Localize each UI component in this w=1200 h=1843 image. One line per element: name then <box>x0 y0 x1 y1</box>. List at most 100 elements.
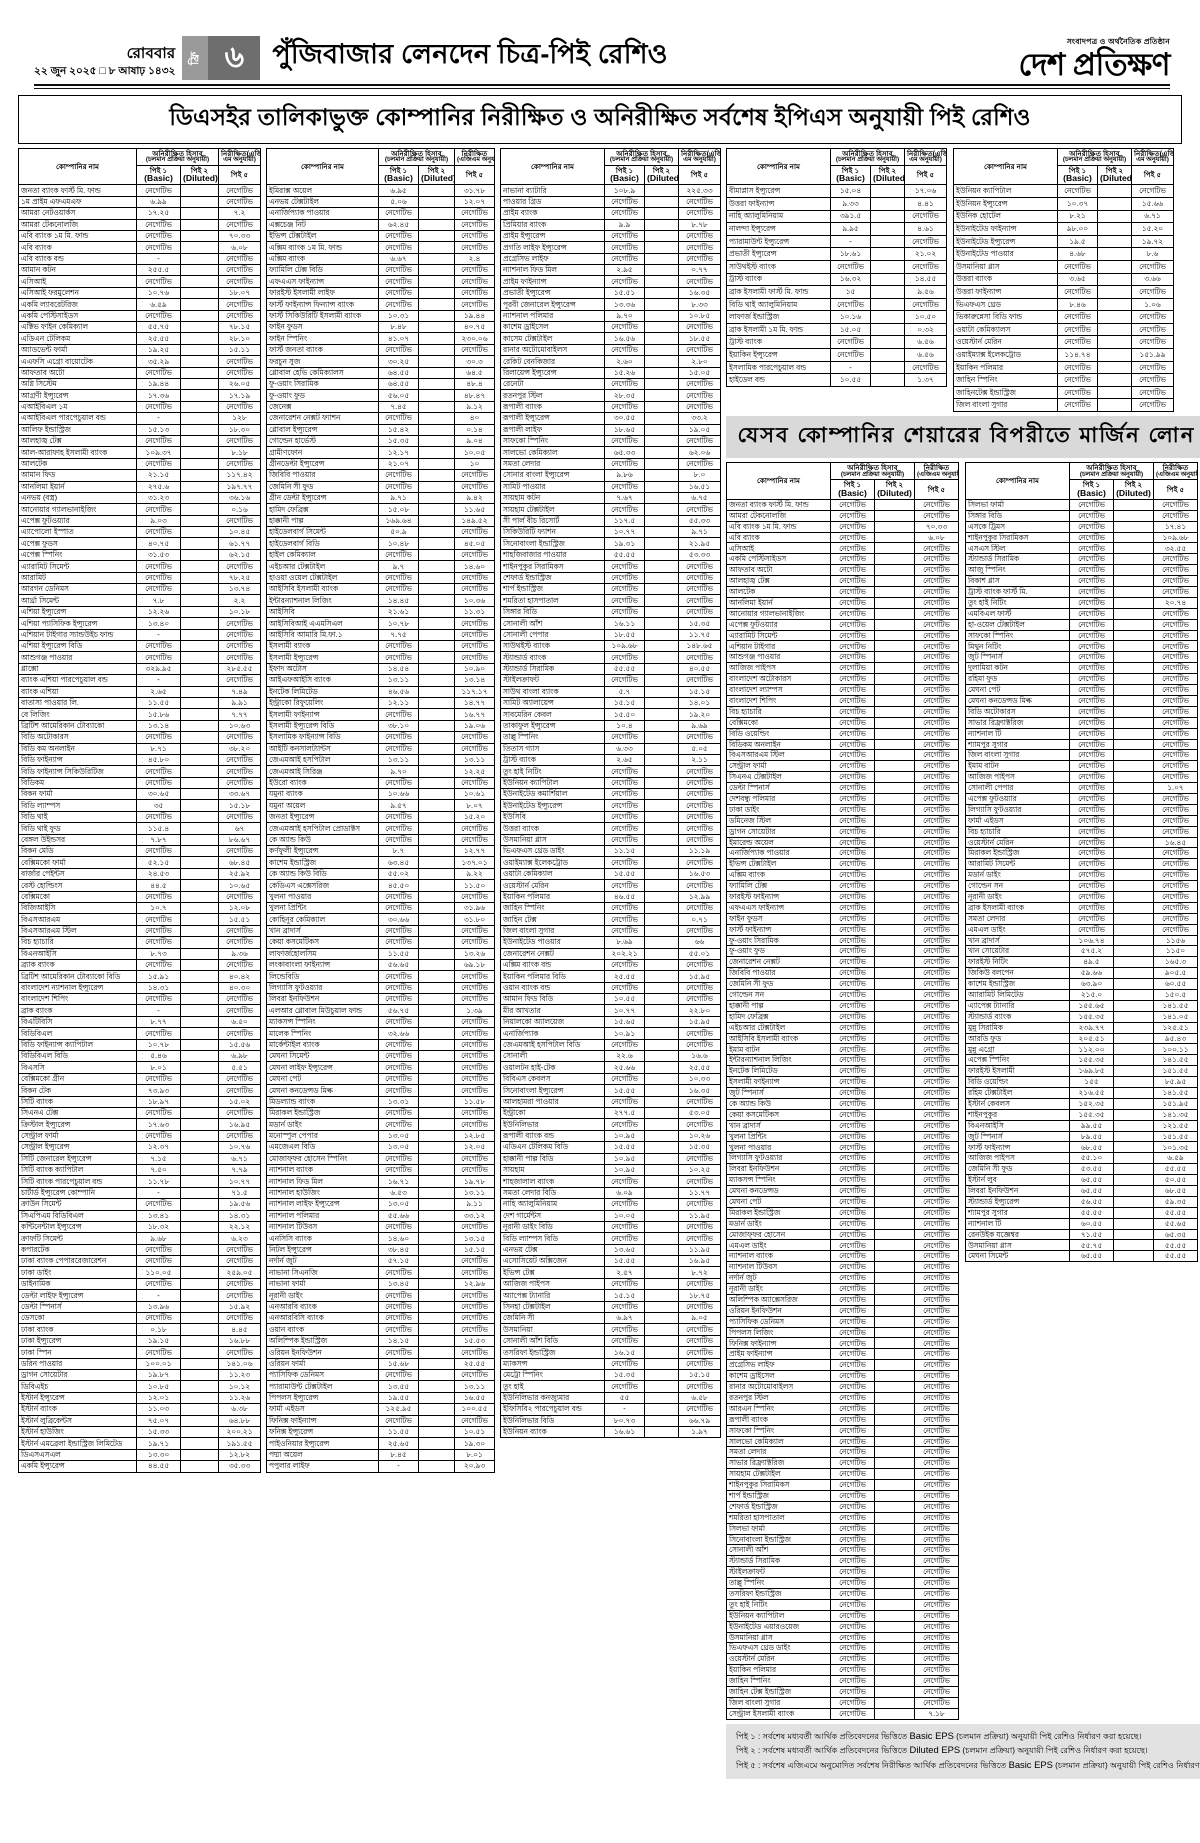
cell-pe2 <box>180 1334 219 1348</box>
table-row: সাফকো স্পিনিং নেগেটিভ নেগেটিভ <box>500 434 721 448</box>
cell-pe2 <box>1113 1076 1154 1088</box>
cell-company-name: জুট স্পিনার্স <box>965 651 1070 664</box>
cell-company-name: ইস্টার্ন লুব্রিকেন্টস <box>18 1414 137 1427</box>
cell-pe1: নেগেটিভ <box>378 1038 419 1052</box>
cell-pe2 <box>644 719 679 733</box>
cell-company-name: বিডি ল্যাম্পস <box>18 799 137 812</box>
cell-company-name: সিনোবাংলা ইন্ডাস্ট্রিজ <box>726 1533 831 1546</box>
cell-pe2 <box>874 782 915 794</box>
cell-pe2 <box>180 799 219 812</box>
cell-company-name: মীর আখতার <box>500 1004 605 1017</box>
cell-pe1: - <box>136 1004 181 1017</box>
cell-company-name: সামিট পাওয়ার <box>500 480 605 493</box>
cell-pe2 <box>1113 1206 1154 1219</box>
cell-pe1: নেগেটিভ <box>830 1555 875 1568</box>
cell-pe5: ১৬.৫৫ <box>454 1391 495 1405</box>
cell-pe5: নেগেটিভ <box>1153 716 1198 729</box>
page-number-badge: ৬ <box>208 36 261 80</box>
cell-company-name: ওরিয়ন ইনফিউশন <box>726 1304 831 1317</box>
cell-pe2 <box>180 1403 219 1416</box>
cell-company-name: জেমিনি সী <box>500 1312 605 1325</box>
table-row: আরগন ডেনিমস নেগেটিভ ১৩.৭৪ <box>18 583 261 596</box>
cell-company-name: এনভয় টেক্স <box>500 1243 605 1257</box>
pe-ratio-table: কোম্পানির নাম অনিরীক্ষিত হিসাব (চলমান প্রক… <box>266 147 495 1473</box>
cell-pe1: ৯.৫৭ <box>378 799 419 812</box>
cell-pe2 <box>874 1359 915 1372</box>
table-row: ডেল্টা লাইফ ইন্স্যুরেন্স - নেগেটিভ <box>18 1289 261 1302</box>
cell-pe5: ১২.৮২ <box>218 1448 261 1462</box>
cell-pe2 <box>180 1095 219 1109</box>
cell-pe5: নেগেটিভ <box>678 958 721 972</box>
cell-company-name: ব্রাক ইসলামী ব্যাংক <box>965 901 1070 914</box>
cell-pe1: ১৯.১৫ <box>136 1334 181 1348</box>
cell-company-name: আনোয়ার গ্যালভানাইজিং <box>18 503 137 516</box>
cell-company-name: জেমিনি সী ফুড <box>726 978 831 990</box>
cell-company-name: আলটেক <box>726 586 831 598</box>
table-row: বিজিআইসি ১০.৭ ১২.০৮ <box>18 901 261 915</box>
cell-pe5: নেগেটিভ <box>218 457 261 471</box>
cell-pe5: নেগেটিভ <box>678 765 721 778</box>
cell-pe2 <box>644 708 679 721</box>
cell-pe2 <box>874 520 915 533</box>
cell-company-name: আজিজ পাইপস <box>726 662 831 675</box>
cell-pe2 <box>874 1489 915 1502</box>
table-row: জেনারেশন নেক্সট ফ্যাশন নেগেটিভ ৪০ <box>266 412 495 425</box>
cell-pe1: নেগেটিভ <box>604 833 645 847</box>
cell-pe2 <box>874 575 915 588</box>
cell-company-name: লিন্ডেবিডি <box>266 970 379 983</box>
cell-pe1: ১০.৪ <box>604 719 645 733</box>
cell-pe1: নেগেটিভ <box>1069 814 1114 827</box>
cell-pe5: নেগেটিভ <box>678 229 721 243</box>
cell-pe1: ৮.৬৯ <box>604 936 645 949</box>
cell-company-name: ইভিন্স টেক্সটাইল <box>266 229 379 243</box>
cell-pe1: নেগেটিভ <box>1069 749 1114 762</box>
cell-company-name: মিরাকল ইন্ডাস্ট্রিজ <box>965 847 1070 860</box>
cell-pe2 <box>874 1555 915 1568</box>
cell-pe1: নেগেটিভ <box>830 1566 875 1579</box>
cell-company-name: ট্রাস্ট ব্যাংক <box>500 753 605 767</box>
table-row: সিএনএ টেক্স নেগেটিভ নেগেটিভ <box>18 1106 261 1120</box>
cell-company-name: হাইডেলবার্গ বিডি <box>266 537 379 550</box>
cell-pe2 <box>180 890 219 903</box>
cell-pe2 <box>418 366 455 380</box>
cell-pe2 <box>180 1027 219 1040</box>
table-row: ব্রিটিশ আমেরিকান টোব্যাকো বিডি ১৫.৯১ ৪০.৪২ <box>18 970 261 983</box>
table-row: সিটি ব্যাংক পারপেচুয়াল বন্ড ১১.৭৮ ১০.৭৭ <box>18 1175 261 1188</box>
cell-pe1: নেগেটিভ <box>378 639 419 653</box>
cell-company-name: শ্যামপুর সুগার <box>965 1206 1070 1219</box>
cell-pe1: নেগেটিভ <box>1069 869 1114 882</box>
cell-company-name: হাইল কেমিক্যাল <box>266 548 379 562</box>
cell-company-name: আগ্রণী ইন্স্যুরেন্স <box>18 389 137 402</box>
cell-company-name: ওয়েস্টার্ন মেরিন <box>726 1653 831 1666</box>
cell-pe5: নেগেটিভ <box>914 553 959 566</box>
cell-company-name: ইনটেক লিমিটেড <box>266 685 379 698</box>
cell-pe2 <box>874 945 915 958</box>
cell-company-name: বীমাপ্লাস ইন্স্যুরেন্স <box>726 184 831 198</box>
cell-company-name: মিডল্যান্ড ব্যাংক <box>266 1095 379 1109</box>
cell-pe1: ৬.৫৩ <box>378 1186 419 1200</box>
cell-company-name: ফারইস্ট নিটিং <box>965 956 1070 969</box>
cell-pe1: ৮০.৭৩ <box>604 1414 645 1427</box>
cell-pe5: ৮.০৭ <box>454 799 495 812</box>
pe-table-head: কোম্পানির নাম অনিরীক্ষিত হিসাব (চলমান প্রক… <box>266 147 495 186</box>
cell-pe1: নেগেটিভ <box>378 993 419 1006</box>
cell-pe1: ১৭.৬৩ <box>136 1118 181 1131</box>
cell-pe1: - <box>136 1186 181 1200</box>
cell-company-name: ব্রাক ব্যাংক <box>18 1004 137 1017</box>
cell-pe2 <box>644 1163 679 1177</box>
table-row: ফু-ওয়াং ফুড নেগেটিভ নেগেটিভ <box>726 945 959 958</box>
cell-pe1: নেগেটিভ <box>830 1413 875 1426</box>
cell-pe1: নেগেটিভ <box>136 639 181 653</box>
cell-pe5: নেগেটিভ <box>218 936 261 949</box>
cell-pe2 <box>874 1054 915 1067</box>
cell-company-name: সাফকো স্পিনিং <box>965 629 1070 642</box>
cell-pe5: নেগেটিভ <box>914 705 959 718</box>
cell-pe1: ৫২.১৫ <box>136 856 181 869</box>
cell-company-name: জেমিনি সী ফুড <box>965 1163 1070 1176</box>
cell-pe1: ৪০.৭৫ <box>136 537 181 550</box>
cell-pe5: ৬৬.৭৯ <box>678 1414 721 1427</box>
cell-company-name: ওয়ান ব্যাংক <box>266 1323 379 1336</box>
cell-pe5: ১৪১.৫৫ <box>1153 1087 1198 1099</box>
cell-pe1: ৩১.৫৩ <box>136 548 181 562</box>
cell-pe2 <box>644 731 679 744</box>
